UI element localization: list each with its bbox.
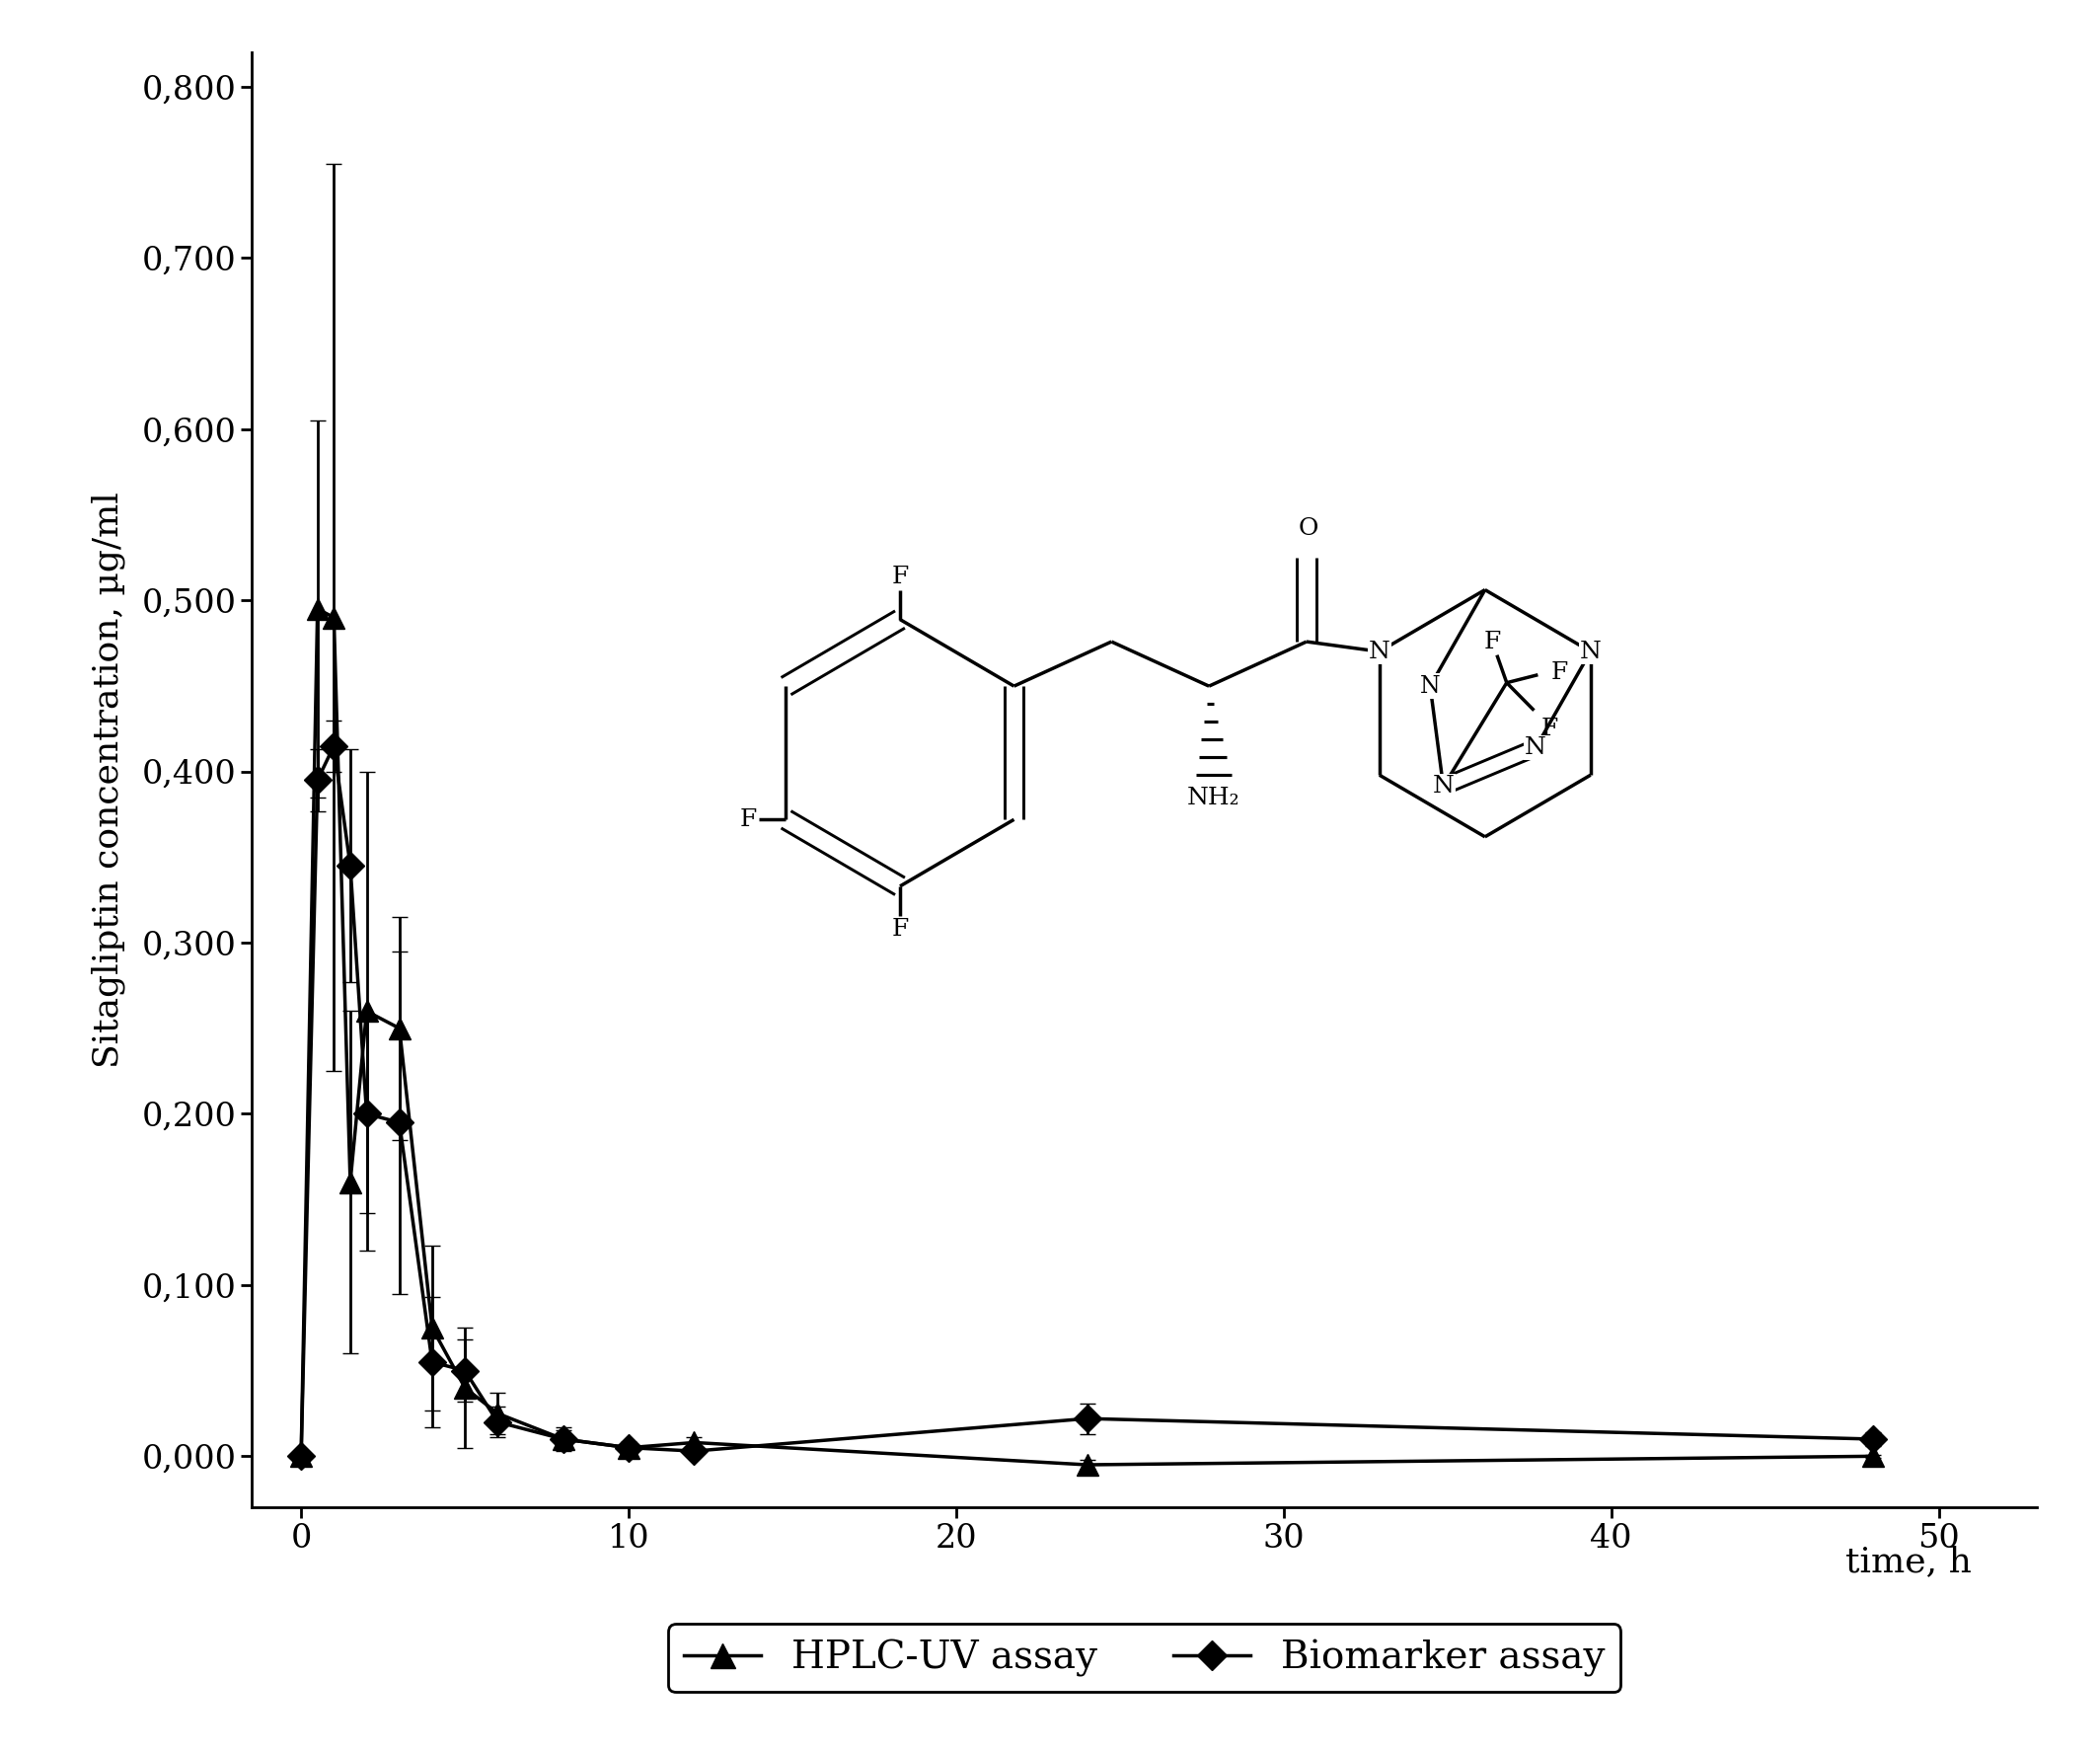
Text: N: N bbox=[1432, 775, 1453, 798]
Text: F: F bbox=[1550, 661, 1567, 684]
Text: N: N bbox=[1579, 640, 1602, 663]
Text: F: F bbox=[892, 919, 909, 941]
Text: NH₂: NH₂ bbox=[1186, 787, 1241, 810]
Text: N: N bbox=[1369, 640, 1390, 663]
Text: F: F bbox=[739, 808, 756, 831]
Y-axis label: Sitagliptin concentration, µg/ml: Sitagliptin concentration, µg/ml bbox=[90, 493, 126, 1068]
Text: F: F bbox=[892, 564, 909, 587]
Text: O: O bbox=[1298, 517, 1319, 540]
Text: N: N bbox=[1420, 675, 1441, 698]
Legend: HPLC-UV assay, Biomarker assay: HPLC-UV assay, Biomarker assay bbox=[668, 1623, 1621, 1692]
Text: N: N bbox=[1525, 736, 1546, 759]
Text: F: F bbox=[1483, 631, 1502, 654]
Text: F: F bbox=[1541, 717, 1558, 740]
Text: time, h: time, h bbox=[1846, 1544, 1972, 1579]
